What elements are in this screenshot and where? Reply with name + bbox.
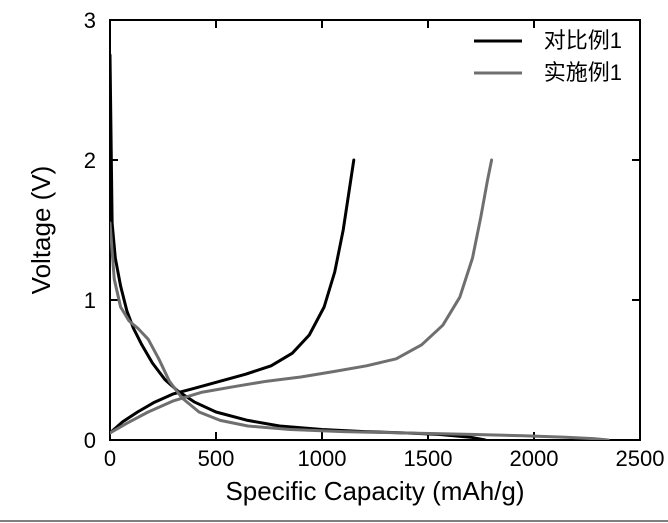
legend-label: 实施例1 bbox=[544, 60, 622, 85]
x-tick-label: 1000 bbox=[298, 446, 347, 471]
y-axis-label: Voltage (V) bbox=[26, 166, 56, 295]
y-tick-label: 0 bbox=[84, 428, 96, 453]
x-tick-label: 0 bbox=[104, 446, 116, 471]
legend-label: 对比例1 bbox=[544, 28, 622, 53]
x-tick-label: 2000 bbox=[510, 446, 559, 471]
x-tick-label: 1500 bbox=[404, 446, 453, 471]
chart-container: 0 500 1000 1500 2000 2500 0 1 2 3 Specific Capacit… bbox=[0, 0, 668, 523]
x-tick-label: 2500 bbox=[616, 446, 665, 471]
x-tick-label: 500 bbox=[198, 446, 235, 471]
y-tick-label: 1 bbox=[84, 288, 96, 313]
y-tick-label: 3 bbox=[84, 8, 96, 33]
voltage-capacity-chart: 0 500 1000 1500 2000 2500 0 1 2 3 Specific Capacit… bbox=[0, 0, 668, 523]
x-axis-label: Specific Capacity (mAh/g) bbox=[225, 476, 524, 506]
y-tick-label: 2 bbox=[84, 148, 96, 173]
